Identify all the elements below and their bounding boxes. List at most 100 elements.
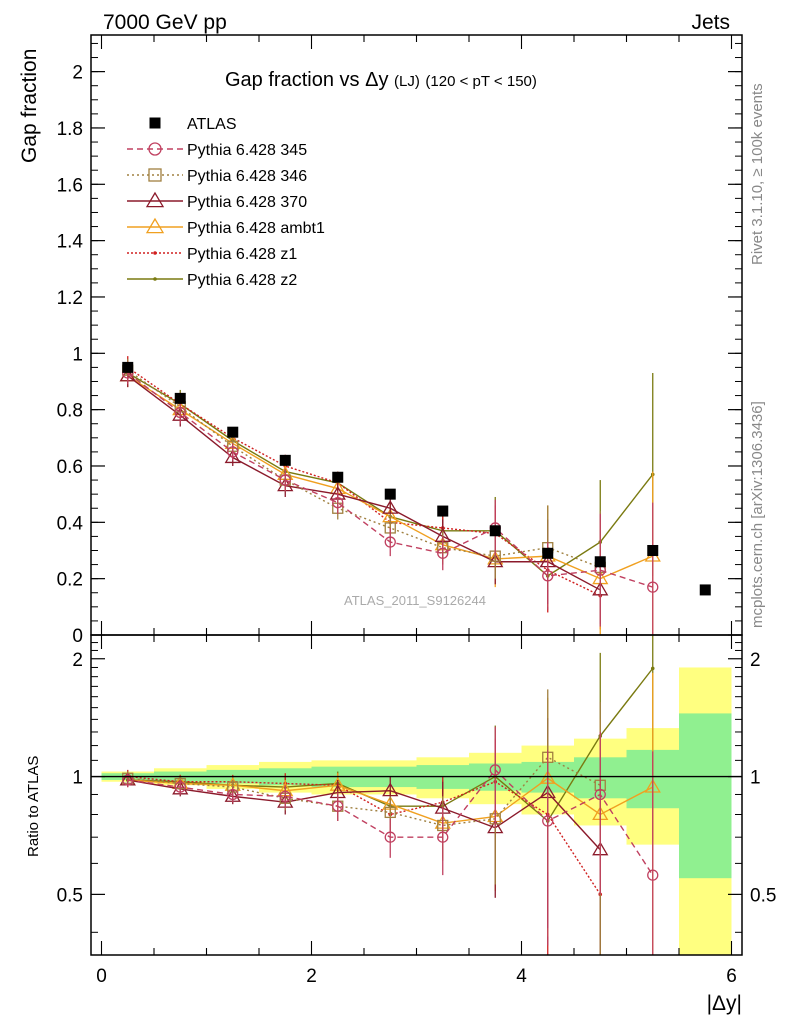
data-point (384, 806, 396, 819)
series-line (127, 375, 601, 591)
data-point (279, 454, 291, 466)
series-line (127, 775, 601, 895)
ratio-data-layer (119, 635, 661, 955)
legend-marker (148, 142, 162, 156)
legend-entry: Pythia 6.428 z2 (127, 272, 297, 289)
legend: ATLAS Pythia 6.428 345 Pythia 6.428 346 Pyt… (127, 116, 325, 289)
ratio-ytick-label-right: 1 (750, 768, 761, 789)
main-ytick-label: 0.2 (57, 570, 83, 591)
legend-entry: Pythia 6.428 ambt1 (127, 217, 325, 237)
series-pythia-6-428-370 (119, 364, 609, 624)
data-point (647, 581, 659, 593)
data-point (382, 499, 399, 514)
data-point (489, 525, 501, 537)
data-point (332, 471, 344, 483)
legend-entry: Pythia 6.428 345 (127, 142, 307, 159)
watermark: ATLAS_2011_S9126244 (344, 593, 486, 608)
legend-label: Pythia 6.428 z2 (187, 272, 297, 289)
legend-marker (145, 217, 165, 234)
series-pythia-6-428-z1 (125, 356, 603, 630)
main-data-layer (119, 356, 711, 635)
data-point (647, 869, 659, 881)
legend-label: Pythia 6.428 z1 (187, 246, 297, 263)
legend-entry: Pythia 6.428 370 (127, 191, 307, 211)
ratio-ytick-label-right: 2 (750, 650, 761, 671)
data-point (174, 392, 186, 404)
data-point (542, 570, 554, 582)
legend-marker (149, 117, 161, 129)
header-left: 7000 GeV pp (103, 11, 227, 34)
mcplots-label: mcplots.cern.ch [arXiv:1306.3436] (749, 401, 766, 628)
data-point (647, 544, 659, 556)
data-point (279, 474, 291, 486)
data-point (227, 788, 239, 801)
data-point (437, 505, 449, 517)
legend-label: ATLAS (187, 116, 237, 133)
data-point (384, 536, 396, 548)
main-ylabel: Gap fraction (18, 49, 41, 163)
ratio-ytick-label-right: 0.5 (750, 885, 776, 906)
xtick-label: 4 (516, 966, 527, 987)
data-point (227, 446, 239, 458)
data-point (122, 774, 134, 786)
legend-entry: Pythia 6.428 346 (127, 168, 307, 185)
data-point (437, 831, 449, 843)
main-ytick-label: 0.4 (57, 513, 84, 534)
series-atlas (122, 361, 711, 596)
ratio-ytick-label: 1 (72, 768, 83, 789)
rivet-label: Rivet 3.1.10, ≥ 100k events (749, 83, 766, 265)
legend-entry: ATLAS (149, 116, 237, 133)
ratio-ytick-label: 2 (72, 650, 83, 671)
data-point (279, 790, 291, 803)
legend-marker (145, 191, 165, 208)
legend-label: Pythia 6.428 345 (187, 142, 307, 159)
data-point (174, 406, 186, 419)
chart-title-small: (LJ) (394, 73, 420, 90)
main-ytick-label: 1.6 (57, 175, 83, 196)
data-point (699, 584, 711, 596)
data-point (542, 815, 554, 827)
axes-layer: 0 0.2 0.4 0.6 0.8 1 1.2 1.4 1.6 1.8 2 0 2 4 6 0.5 0.5 1 1 2… (57, 34, 776, 987)
main-ytick-label: 1 (72, 344, 83, 365)
band-inner-bin (679, 713, 732, 879)
main-ytick-label: 2 (72, 63, 83, 84)
data-point (594, 788, 606, 801)
ratio-uncertainty-band (101, 667, 732, 955)
data-point (332, 496, 344, 509)
chart-title-cut: (120 < pT < 150) (425, 73, 536, 90)
legend-marker (153, 277, 157, 281)
xtick-label: 0 (96, 966, 107, 987)
data-point (384, 488, 396, 500)
xlabel: |Δy| (707, 992, 742, 1015)
data-point (382, 782, 399, 797)
legend-label: Pythia 6.428 ambt1 (187, 220, 325, 237)
ratio-ytick-label: 0.5 (57, 885, 83, 906)
data-point (224, 449, 241, 464)
xtick-label: 2 (306, 966, 317, 987)
series-line (127, 369, 601, 569)
main-ytick-label: 0.8 (57, 401, 83, 422)
chart-title-main: Gap fraction vs (225, 69, 360, 91)
main-ytick-label: 1.8 (57, 119, 83, 140)
xtick-label: 6 (726, 966, 737, 987)
chart-title-symbol: Δy (365, 69, 388, 91)
data-point (489, 764, 501, 776)
data-point (650, 666, 655, 671)
data-point (332, 800, 344, 812)
legend-label: Pythia 6.428 346 (187, 168, 307, 185)
legend-entry: Pythia 6.428 z1 (127, 246, 297, 263)
series-line (127, 779, 601, 851)
series-pythia-6-428-346 (122, 358, 606, 624)
data-point (122, 361, 134, 373)
data-point (542, 547, 554, 559)
chart-title: Gap fraction vs Δy (LJ) (120 < pT < 150) (225, 69, 537, 91)
main-ytick-label: 1.4 (57, 232, 84, 253)
legend-label: Pythia 6.428 370 (187, 194, 307, 211)
header-right: Jets (691, 11, 730, 34)
main-ytick-label: 1.2 (57, 288, 83, 309)
data-point (174, 781, 186, 793)
data-point (437, 547, 449, 559)
series-pythia-6-428-345 (122, 726, 659, 955)
data-point (384, 831, 396, 843)
